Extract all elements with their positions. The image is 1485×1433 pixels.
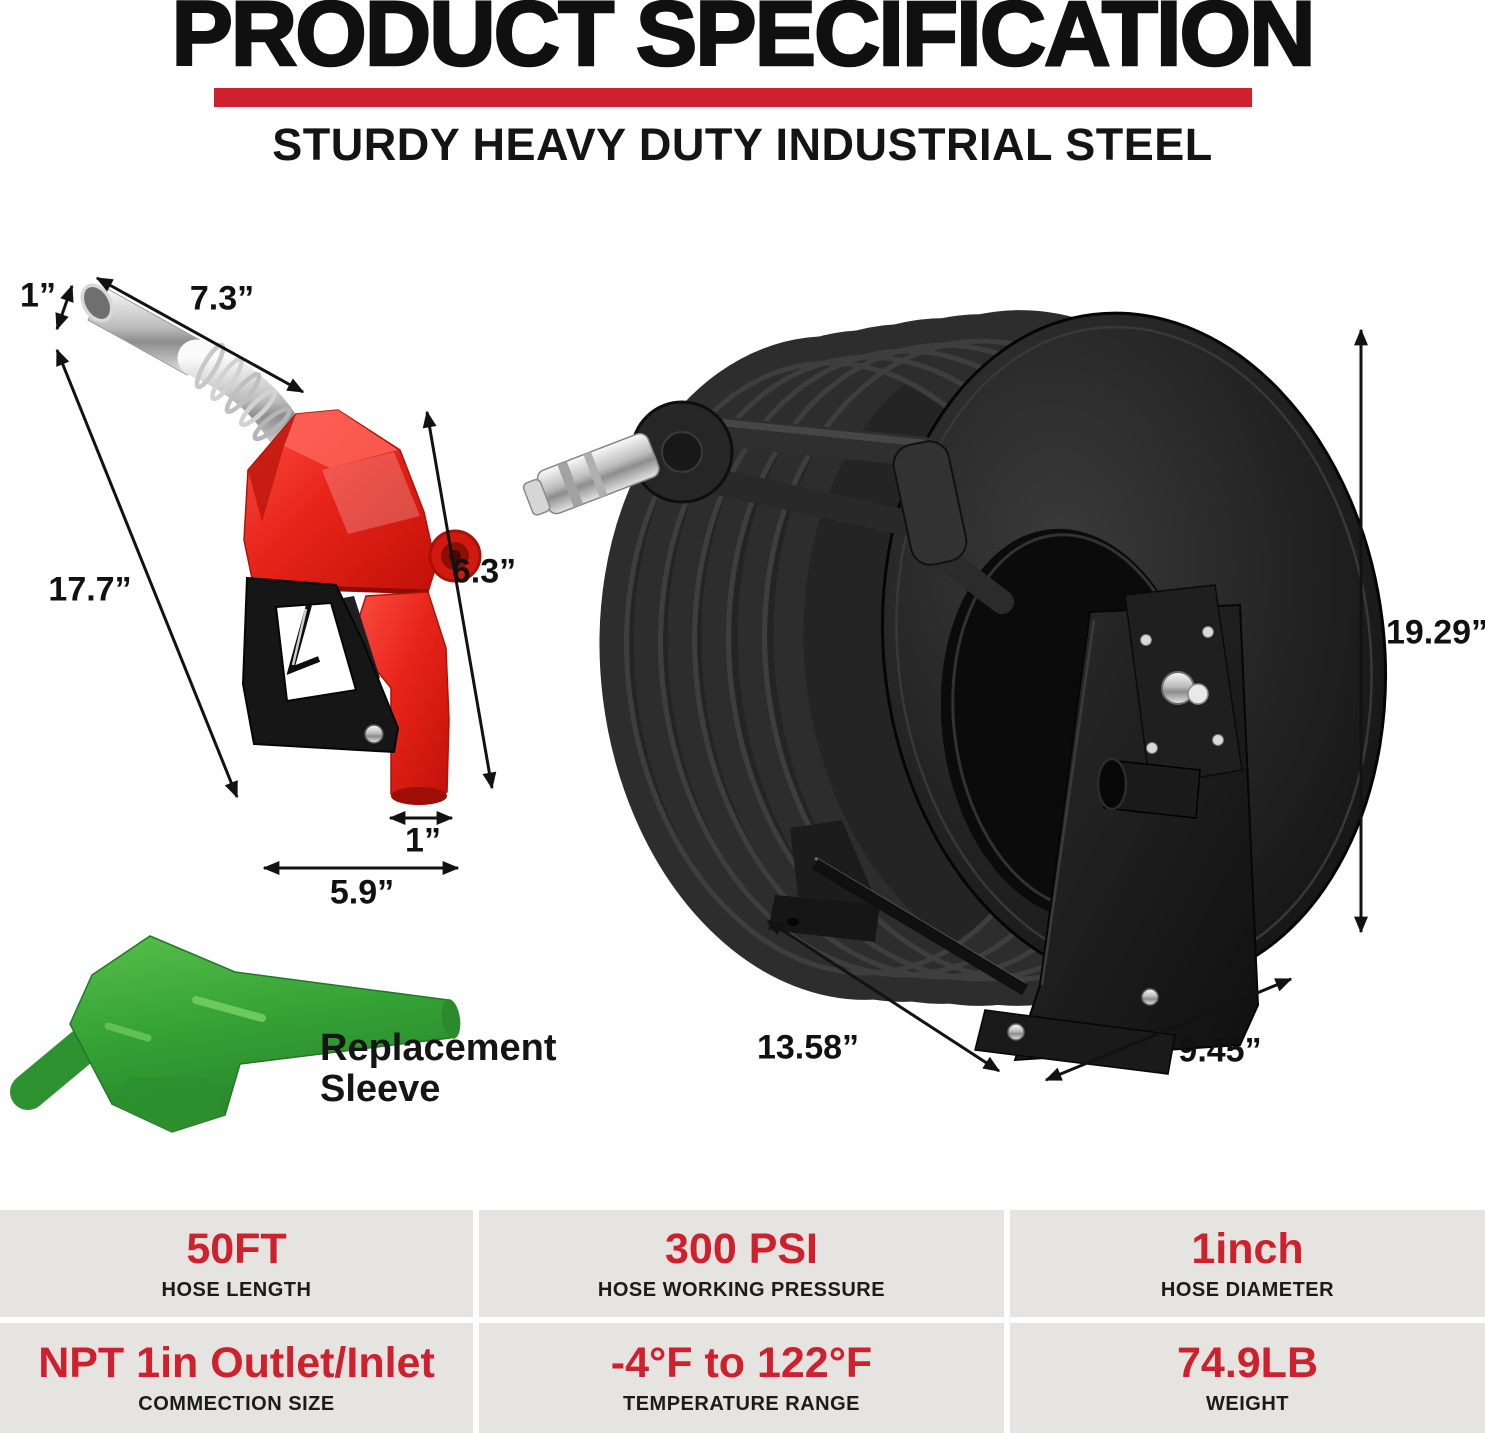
spec-table: 50FT HOSE LENGTH 300 PSI HOSE WORKING PR… bbox=[0, 1210, 1485, 1433]
page-title: PRODUCT SPECIFICATION bbox=[170, 0, 1317, 85]
dim-arrow-grip-height bbox=[422, 410, 497, 790]
dim-label-body-width: 5.9” bbox=[329, 873, 395, 912]
dim-label-outlet-diameter: 1” bbox=[405, 821, 441, 860]
dim-arrow-tip-diameter bbox=[55, 284, 74, 331]
dim-label-tip-diameter: 1” bbox=[20, 276, 56, 315]
spec-label: COMMECTION SIZE bbox=[138, 1393, 335, 1415]
spec-cell-hose-length: 50FT HOSE LENGTH bbox=[0, 1210, 473, 1317]
hose-coupler bbox=[522, 432, 660, 516]
spec-value: 74.9LB bbox=[1176, 1339, 1318, 1387]
spec-value: NPT 1in Outlet/Inlet bbox=[38, 1339, 435, 1387]
product-illustration bbox=[10, 276, 1388, 1133]
spec-value: 1inch bbox=[1191, 1224, 1304, 1273]
spec-label: WEIGHT bbox=[1206, 1393, 1289, 1415]
spec-cell-hose-diameter: 1inch HOSE DIAMETER bbox=[1010, 1210, 1485, 1317]
spec-cell-working-pressure: 300 PSI HOSE WORKING PRESSURE bbox=[479, 1210, 1004, 1317]
spec-label: HOSE WORKING PRESSURE bbox=[597, 1278, 886, 1301]
dim-label-overall-length: 17.7” bbox=[48, 570, 132, 609]
dim-label-reel-depth: 9.45” bbox=[1178, 1031, 1262, 1070]
dim-arrow-spout-length bbox=[95, 276, 305, 394]
dim-label-reel-height: 19.29” bbox=[1385, 613, 1485, 652]
dim-label-spout-length: 7.3” bbox=[189, 279, 255, 318]
dimension-arrows bbox=[55, 276, 1368, 1082]
fuel-nozzle-illustration bbox=[80, 283, 482, 805]
spec-label: HOSE LENGTH bbox=[161, 1278, 312, 1301]
dim-arrow-reel-depth bbox=[1044, 977, 1293, 1082]
accent-bar bbox=[214, 88, 1252, 107]
spec-cell-connection-size: NPT 1in Outlet/Inlet COMMECTION SIZE bbox=[0, 1323, 473, 1433]
dim-arrow-overall-length bbox=[55, 348, 239, 799]
dim-label-grip-height: 6.3” bbox=[451, 552, 517, 591]
spec-label: HOSE DIAMETER bbox=[1160, 1278, 1335, 1301]
spec-value: 300 PSI bbox=[665, 1224, 818, 1273]
dim-label-reel-length: 13.58” bbox=[756, 1028, 860, 1067]
spec-cell-temperature-range: -4°F to 122°F TEMPERATURE RANGE bbox=[479, 1323, 1004, 1433]
dim-arrow-reel-length bbox=[766, 919, 1001, 1073]
page-subtitle: STURDY HEAVY DUTY INDUSTRIAL STEEL bbox=[272, 119, 1213, 170]
spec-value: 50FT bbox=[186, 1224, 287, 1273]
spec-value: -4°F to 122°F bbox=[610, 1339, 873, 1387]
replacement-sleeve-caption: Replacement Sleeve bbox=[320, 1027, 557, 1111]
replacement-sleeve-illustration bbox=[10, 935, 461, 1133]
figure-area: 1” 7.3” 17.7” 6.3” 1” 5.9” 19.29” 13.58”… bbox=[10, 276, 1485, 1133]
hose-reel-illustration bbox=[522, 310, 1388, 1075]
spec-cell-weight: 74.9LB WEIGHT bbox=[1010, 1323, 1485, 1433]
spec-label: TEMPERATURE RANGE bbox=[622, 1393, 861, 1415]
